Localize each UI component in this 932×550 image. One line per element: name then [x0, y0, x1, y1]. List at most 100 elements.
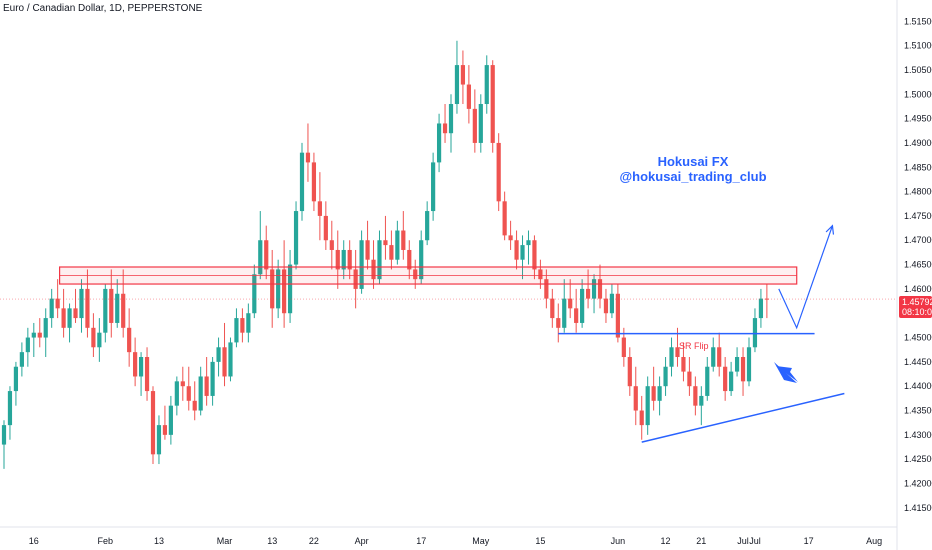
projection-path — [778, 225, 834, 330]
price-tick-label: 1.50500 — [904, 65, 932, 75]
candle-body — [67, 308, 72, 328]
time-tick-label: Jun — [611, 536, 626, 546]
candles-layer — [1, 40, 769, 469]
time-tick-label: Feb — [98, 536, 114, 546]
candle-body — [144, 357, 150, 392]
candle-body — [645, 386, 650, 426]
candle-body — [258, 240, 263, 275]
price-tick-label: 1.49500 — [904, 114, 932, 124]
candle-body — [276, 269, 281, 309]
candle-body — [97, 332, 102, 348]
candle-body — [532, 240, 537, 270]
chart-title: Euro / Canadian Dollar, 1D, PEPPERSTONE — [3, 3, 203, 14]
price-tick-label: 1.43500 — [904, 406, 932, 416]
candle-body — [431, 162, 436, 212]
price-tick-label: 1.42000 — [904, 479, 932, 489]
time-tick-label: 12 — [661, 536, 671, 546]
candle-body — [752, 318, 758, 348]
candle-body — [442, 123, 448, 134]
candle-body — [580, 288, 585, 323]
candle-body — [353, 269, 358, 289]
candle-body — [734, 357, 740, 372]
candle-body — [657, 386, 662, 401]
watermark-line-2: @hokusai_trading_club — [619, 169, 766, 184]
candle-body — [723, 366, 728, 392]
candle-body — [210, 361, 215, 396]
candle-body — [341, 249, 346, 270]
candle-body — [520, 245, 525, 260]
candle-body — [490, 65, 495, 143]
price-tick-label: 1.46500 — [904, 260, 932, 270]
breakout-pointer-arrow-head — [774, 362, 797, 383]
candle-body — [717, 347, 722, 367]
drawings-layer — [0, 224, 897, 443]
candle-body — [186, 386, 191, 401]
candle-body — [740, 357, 746, 382]
candle-body — [407, 249, 412, 270]
candle-body — [246, 313, 251, 333]
time-tick-label: May — [472, 536, 490, 546]
candle-body — [609, 293, 615, 314]
candle-body — [37, 332, 42, 338]
candle-body — [699, 395, 704, 406]
price-tick-label: 1.42500 — [904, 454, 932, 464]
countdown-value: 08:10:01 — [902, 307, 932, 317]
candle-body — [681, 357, 686, 372]
candle-body — [162, 425, 168, 435]
time-tick-label: 21 — [696, 536, 706, 546]
candle-body — [687, 371, 692, 387]
candle-body — [758, 298, 764, 319]
candle-body — [293, 211, 299, 265]
candle-body — [550, 298, 555, 319]
candle-body — [585, 288, 591, 299]
price-tick-label: 1.46000 — [904, 284, 932, 294]
candle-body — [240, 318, 245, 333]
candle-body — [705, 366, 710, 396]
price-tick-label: 1.48000 — [904, 187, 932, 197]
candle-body — [264, 240, 269, 270]
price-tick-label: 1.44500 — [904, 357, 932, 367]
candle-body — [377, 240, 382, 280]
candle-body — [168, 405, 173, 435]
time-tick-label: Aug — [866, 536, 882, 546]
price-tick-label: 1.44000 — [904, 381, 932, 391]
candle-body — [371, 259, 376, 280]
candle-body — [133, 352, 138, 377]
price-tick-label: 1.51000 — [904, 41, 932, 51]
candle-body — [413, 269, 418, 280]
price-tick-label: 1.47500 — [904, 211, 932, 221]
candle-body — [401, 230, 406, 250]
candle-body — [234, 318, 239, 343]
candle-body — [663, 366, 668, 387]
candle-body — [335, 249, 340, 270]
watermark-line-1: Hokusai FX — [658, 154, 729, 169]
candle-body — [150, 391, 156, 455]
candle-body — [627, 357, 632, 387]
candle-body — [192, 400, 197, 411]
candle-body — [651, 386, 656, 401]
time-tick-label: Mar — [217, 536, 233, 546]
time-tick-label: 17 — [804, 536, 814, 546]
candle-body — [436, 123, 442, 163]
candle-body — [180, 381, 185, 387]
candle-body — [389, 245, 394, 260]
candle-body — [675, 347, 680, 358]
candle-body — [478, 104, 483, 143]
candle-body — [472, 108, 477, 143]
candle-body — [603, 298, 609, 314]
price-tick-label: 1.47000 — [904, 235, 932, 245]
candle-body — [538, 269, 543, 280]
candle-body — [61, 308, 66, 328]
candle-body — [25, 337, 30, 353]
candle-body — [79, 288, 84, 319]
candle-body — [115, 293, 120, 323]
candle-body — [282, 269, 287, 314]
candle-body — [121, 293, 126, 328]
candle-body — [91, 327, 96, 348]
candle-body — [138, 357, 144, 377]
candle-body — [103, 288, 108, 333]
projection-arrowhead — [825, 224, 835, 235]
price-tick-label: 1.48500 — [904, 162, 932, 172]
candle-body — [109, 288, 114, 323]
